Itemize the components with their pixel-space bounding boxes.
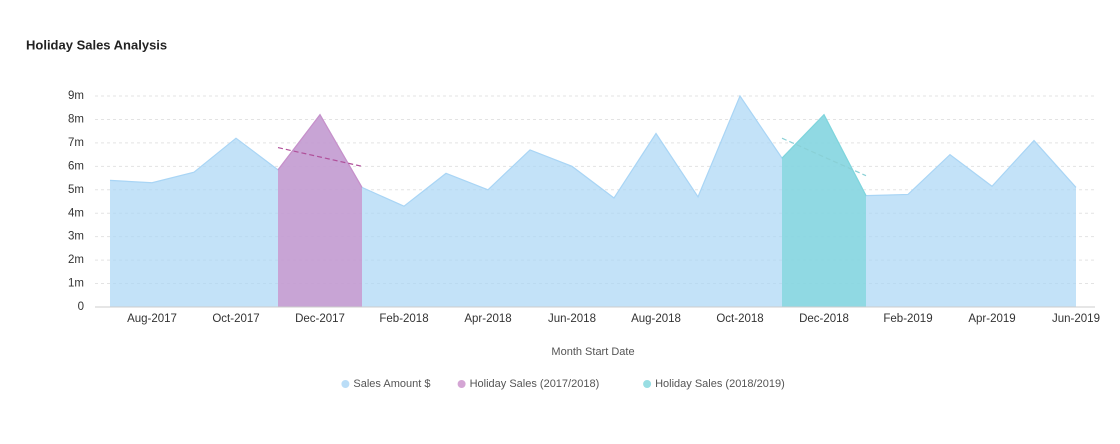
y-tick-label: 7m	[68, 137, 84, 149]
trend-line	[277, 146, 363, 167]
line	[781, 113, 867, 196]
legend-label: Sales Amount $	[353, 378, 430, 390]
x-tick-label: Apr-2018	[464, 313, 511, 325]
x-tick-label: Feb-2019	[883, 313, 932, 325]
y-tick-label: 8m	[68, 113, 84, 125]
x-tick-label: Feb-2018	[379, 313, 428, 325]
area	[278, 114, 362, 307]
legend-swatch	[643, 380, 652, 388]
y-tick-label: 5m	[68, 184, 84, 196]
line	[277, 113, 363, 188]
x-tick-label: Jun-2019	[1052, 313, 1100, 325]
x-tick-label: Jun-2018	[548, 313, 596, 325]
y-tick-label: 6m	[68, 160, 84, 172]
x-axis-title: Month Start Date	[551, 346, 634, 358]
legend-label: Holiday Sales (2018/2019)	[655, 378, 785, 390]
y-tick-label: 0	[78, 301, 84, 313]
x-tick-label: Dec-2018	[799, 313, 849, 325]
x-tick-label: Oct-2017	[212, 313, 259, 325]
y-tick-label: 9m	[68, 90, 84, 102]
y-tick-label: 1m	[68, 278, 84, 290]
legend-label: Holiday Sales (2017/2018)	[470, 378, 600, 390]
y-tick-label: 2m	[68, 254, 84, 266]
area	[110, 96, 1076, 307]
x-tick-label: Apr-2019	[968, 313, 1015, 325]
legend-swatch	[341, 380, 350, 388]
y-tick-label: 3m	[68, 231, 84, 243]
line	[109, 94, 1077, 207]
y-tick-label: 4m	[68, 207, 84, 219]
x-tick-label: Dec-2017	[295, 313, 345, 325]
x-tick-label: Aug-2018	[631, 313, 681, 325]
x-tick-label: Aug-2017	[127, 313, 177, 325]
legend-swatch	[457, 380, 466, 388]
area	[782, 114, 866, 307]
x-tick-label: Oct-2018	[716, 313, 763, 325]
trend-line	[781, 137, 867, 177]
chart-title: Holiday Sales Analysis	[26, 37, 167, 52]
